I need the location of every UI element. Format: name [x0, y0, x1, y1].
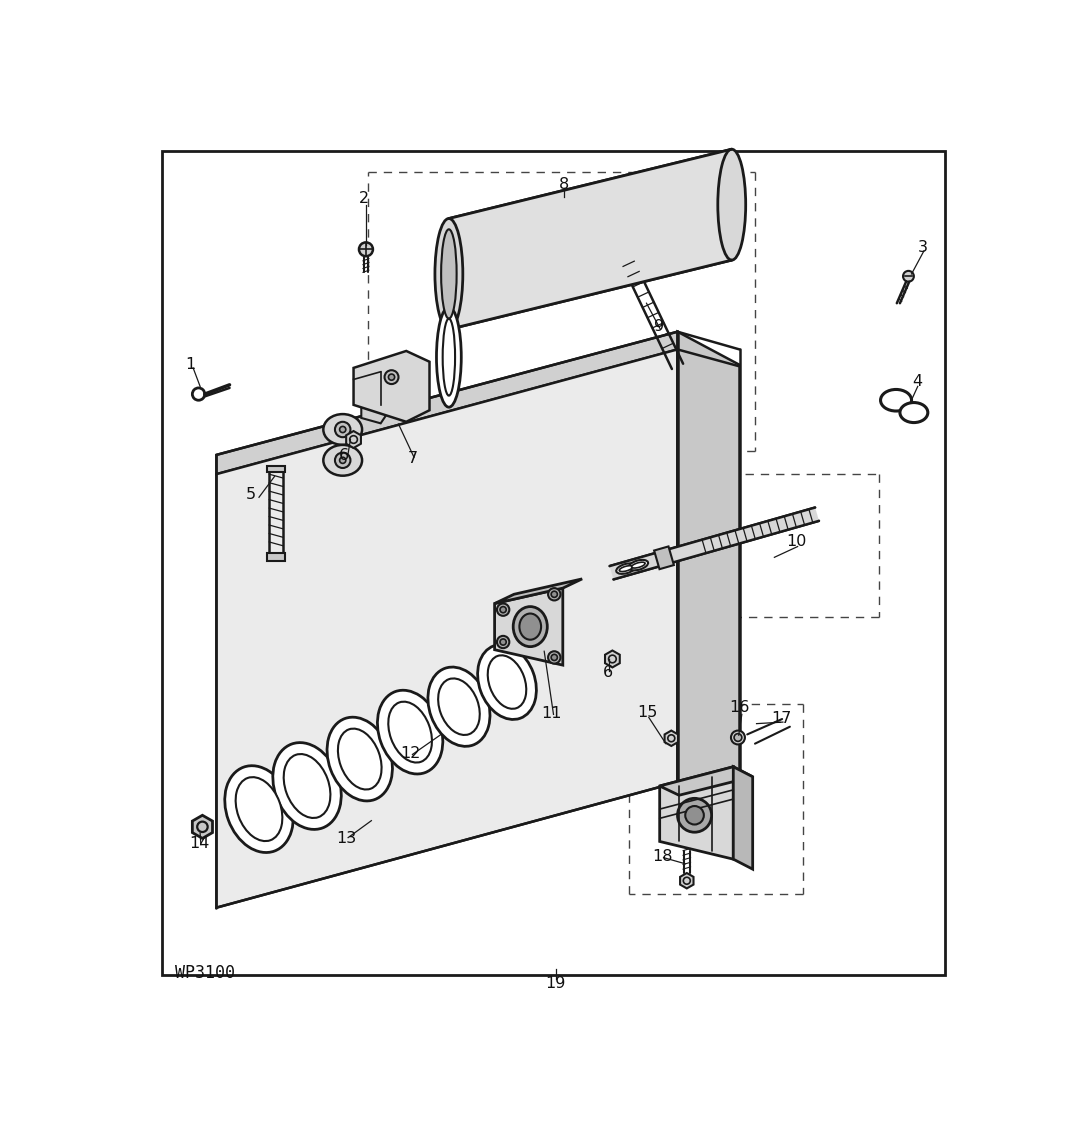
Circle shape: [497, 636, 510, 649]
Text: 6: 6: [603, 666, 612, 680]
Polygon shape: [680, 873, 693, 889]
Ellipse shape: [617, 563, 636, 574]
Ellipse shape: [629, 559, 648, 571]
Ellipse shape: [619, 566, 633, 572]
Circle shape: [684, 878, 690, 884]
Polygon shape: [353, 351, 430, 422]
Ellipse shape: [900, 403, 928, 423]
Text: 3: 3: [918, 239, 928, 255]
Text: 9: 9: [653, 319, 664, 334]
Text: 4: 4: [913, 374, 922, 389]
Text: 16: 16: [729, 700, 750, 715]
Circle shape: [389, 374, 394, 380]
Ellipse shape: [718, 149, 745, 261]
Ellipse shape: [435, 219, 463, 329]
Ellipse shape: [338, 729, 381, 790]
Ellipse shape: [377, 690, 443, 774]
Circle shape: [359, 243, 373, 256]
Ellipse shape: [677, 799, 712, 832]
Circle shape: [192, 388, 205, 400]
Ellipse shape: [685, 807, 704, 825]
Ellipse shape: [436, 307, 461, 407]
Ellipse shape: [443, 318, 455, 396]
Text: 17: 17: [771, 711, 792, 725]
Bar: [267, 554, 285, 561]
Circle shape: [198, 821, 207, 832]
Circle shape: [384, 370, 399, 384]
Ellipse shape: [327, 717, 392, 801]
Ellipse shape: [323, 414, 362, 444]
Circle shape: [548, 651, 561, 663]
Polygon shape: [733, 767, 753, 870]
Polygon shape: [664, 731, 678, 746]
Polygon shape: [677, 332, 740, 819]
Text: 14: 14: [189, 836, 210, 852]
Circle shape: [350, 435, 357, 443]
Circle shape: [551, 591, 557, 598]
Circle shape: [335, 422, 350, 438]
Text: 5: 5: [246, 486, 256, 502]
Polygon shape: [660, 767, 733, 860]
Polygon shape: [605, 651, 620, 668]
Polygon shape: [610, 508, 819, 580]
Circle shape: [500, 607, 507, 613]
Text: 2: 2: [360, 191, 369, 206]
Polygon shape: [192, 816, 213, 838]
Ellipse shape: [441, 229, 457, 318]
Ellipse shape: [880, 389, 912, 411]
Ellipse shape: [438, 678, 480, 735]
Circle shape: [548, 588, 561, 600]
Polygon shape: [449, 149, 732, 329]
Ellipse shape: [235, 777, 282, 841]
Circle shape: [551, 654, 557, 661]
Circle shape: [608, 655, 617, 663]
Text: 10: 10: [786, 535, 807, 549]
Text: 6: 6: [339, 448, 349, 464]
Ellipse shape: [323, 444, 362, 476]
Text: 19: 19: [545, 977, 566, 992]
Text: WP3100: WP3100: [175, 964, 235, 982]
Polygon shape: [216, 350, 677, 908]
Polygon shape: [660, 767, 753, 795]
Circle shape: [500, 638, 507, 645]
Polygon shape: [495, 579, 582, 603]
Polygon shape: [362, 387, 396, 423]
Circle shape: [339, 426, 346, 432]
Ellipse shape: [273, 742, 341, 829]
Ellipse shape: [488, 655, 526, 708]
Text: 7: 7: [407, 451, 418, 466]
Text: 15: 15: [637, 705, 658, 720]
Ellipse shape: [284, 754, 330, 818]
Bar: [267, 466, 285, 472]
Circle shape: [497, 603, 510, 616]
Polygon shape: [347, 431, 361, 448]
Text: 12: 12: [400, 746, 420, 761]
Circle shape: [734, 733, 742, 741]
Ellipse shape: [389, 702, 432, 763]
Ellipse shape: [225, 766, 294, 853]
Circle shape: [731, 731, 745, 744]
Circle shape: [335, 452, 350, 468]
Text: 8: 8: [558, 177, 569, 192]
Text: 13: 13: [337, 831, 356, 846]
Circle shape: [339, 457, 346, 464]
Circle shape: [667, 734, 675, 742]
Ellipse shape: [519, 614, 541, 640]
Polygon shape: [495, 588, 563, 666]
Circle shape: [903, 271, 914, 282]
Ellipse shape: [477, 645, 537, 720]
Text: 1: 1: [186, 358, 195, 372]
Ellipse shape: [632, 562, 645, 569]
Ellipse shape: [428, 667, 490, 747]
Polygon shape: [654, 546, 674, 570]
Text: 11: 11: [542, 706, 563, 721]
Polygon shape: [216, 332, 677, 474]
Text: 18: 18: [651, 848, 672, 864]
Polygon shape: [677, 350, 740, 801]
Ellipse shape: [513, 607, 548, 646]
